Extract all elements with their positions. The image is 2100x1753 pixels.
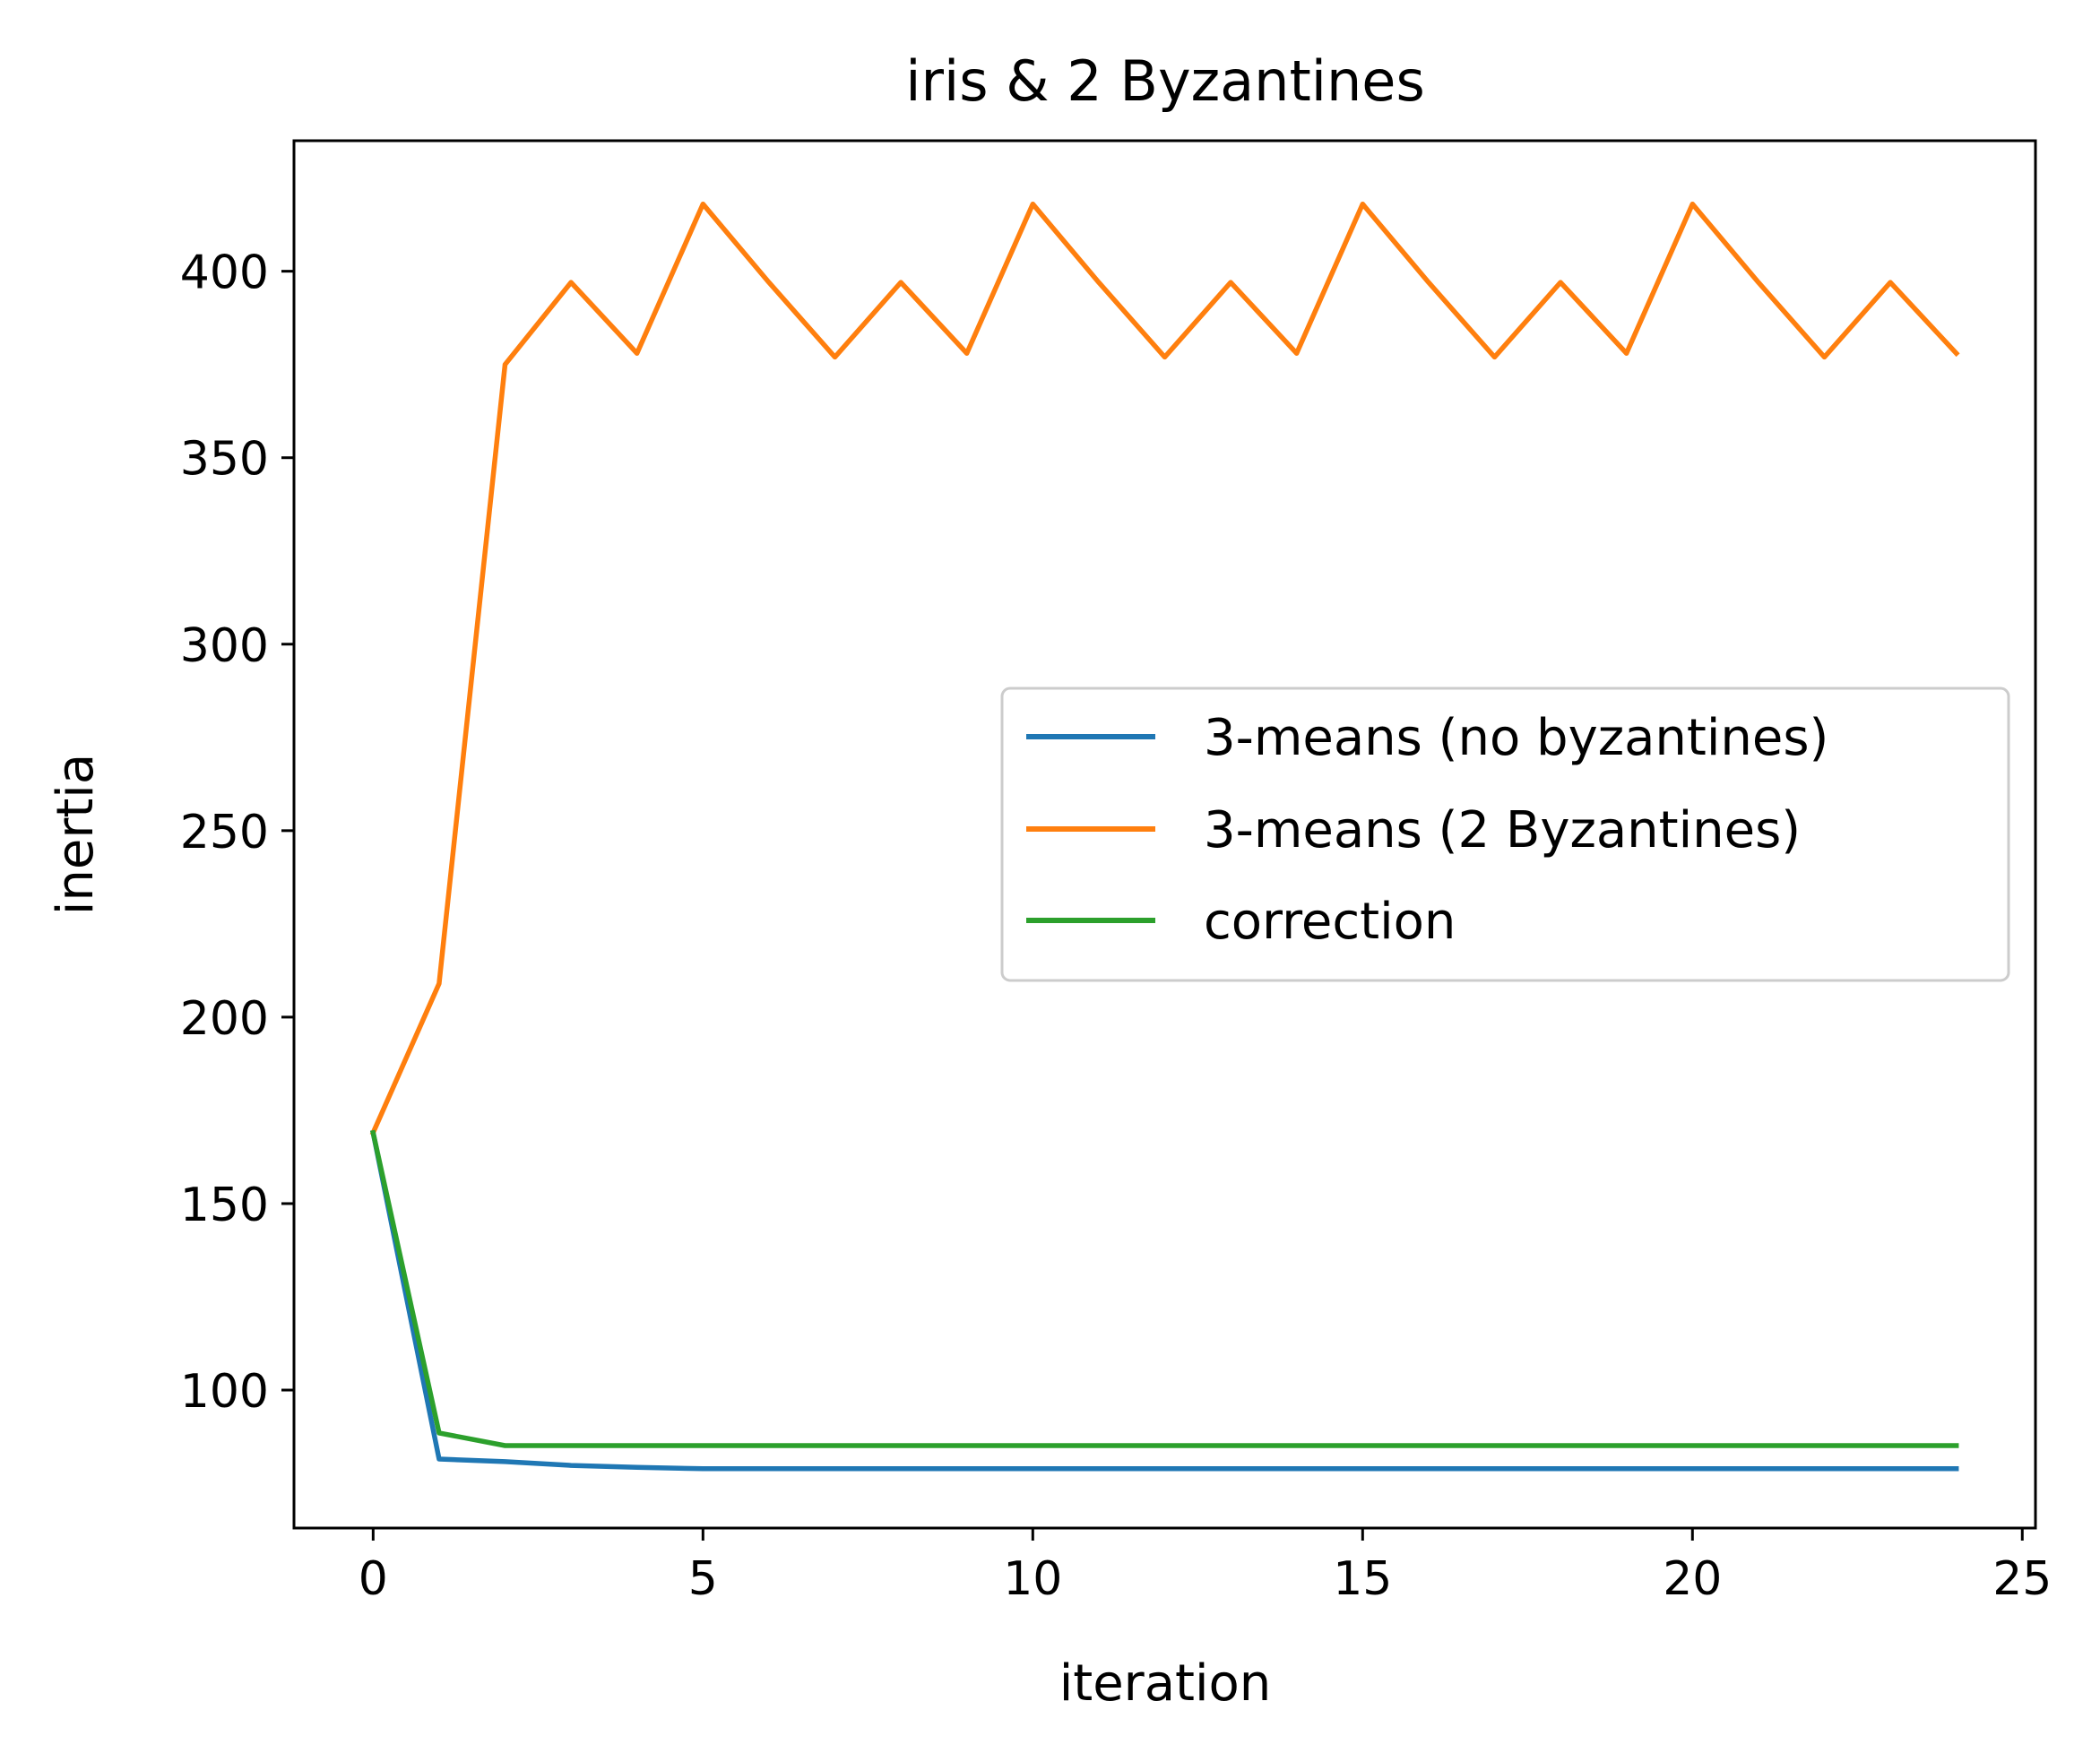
x-tick-label: 15 (1333, 1552, 1392, 1606)
y-axis-ticks: 100 150 200 250 300 350 400 (180, 246, 294, 1419)
y-axis-label: inertia (47, 754, 105, 915)
legend: 3-means (no byzantines) 3-means (2 Byzan… (1000, 687, 2010, 982)
y-tick-label: 400 (180, 246, 269, 300)
x-axis-ticks: 0 5 10 15 20 25 (359, 1528, 2052, 1606)
legend-label-correction: correction (1204, 893, 1456, 951)
x-tick-label: 25 (1992, 1552, 2052, 1606)
y-tick-label: 250 (180, 806, 269, 859)
series-line-2-byzantines (369, 201, 1960, 1136)
y-tick-label: 300 (180, 619, 269, 673)
x-tick-label: 20 (1663, 1552, 1722, 1606)
x-tick-label: 5 (688, 1552, 718, 1606)
y-tick-label: 350 (180, 433, 269, 487)
series-layer (369, 201, 1960, 1472)
x-tick-label: 10 (1003, 1552, 1062, 1606)
legend-label-no-byzantines: 3-means (no byzantines) (1204, 709, 1828, 767)
legend-box (1000, 687, 2010, 982)
y-tick-label: 100 (180, 1365, 269, 1419)
y-tick-label: 150 (180, 1179, 269, 1232)
chart-title: iris & 2 Byzantines (905, 48, 1425, 114)
y-tick-label: 200 (180, 992, 269, 1046)
series-line-no-byzantines (370, 1129, 1959, 1472)
x-axis-label: iteration (1059, 1654, 1272, 1713)
legend-label-2-byzantines: 3-means (2 Byzantines) (1204, 801, 1801, 859)
x-tick-label: 0 (359, 1552, 388, 1606)
plot-frame (292, 139, 2037, 1530)
series-line-correction (370, 1129, 1959, 1448)
